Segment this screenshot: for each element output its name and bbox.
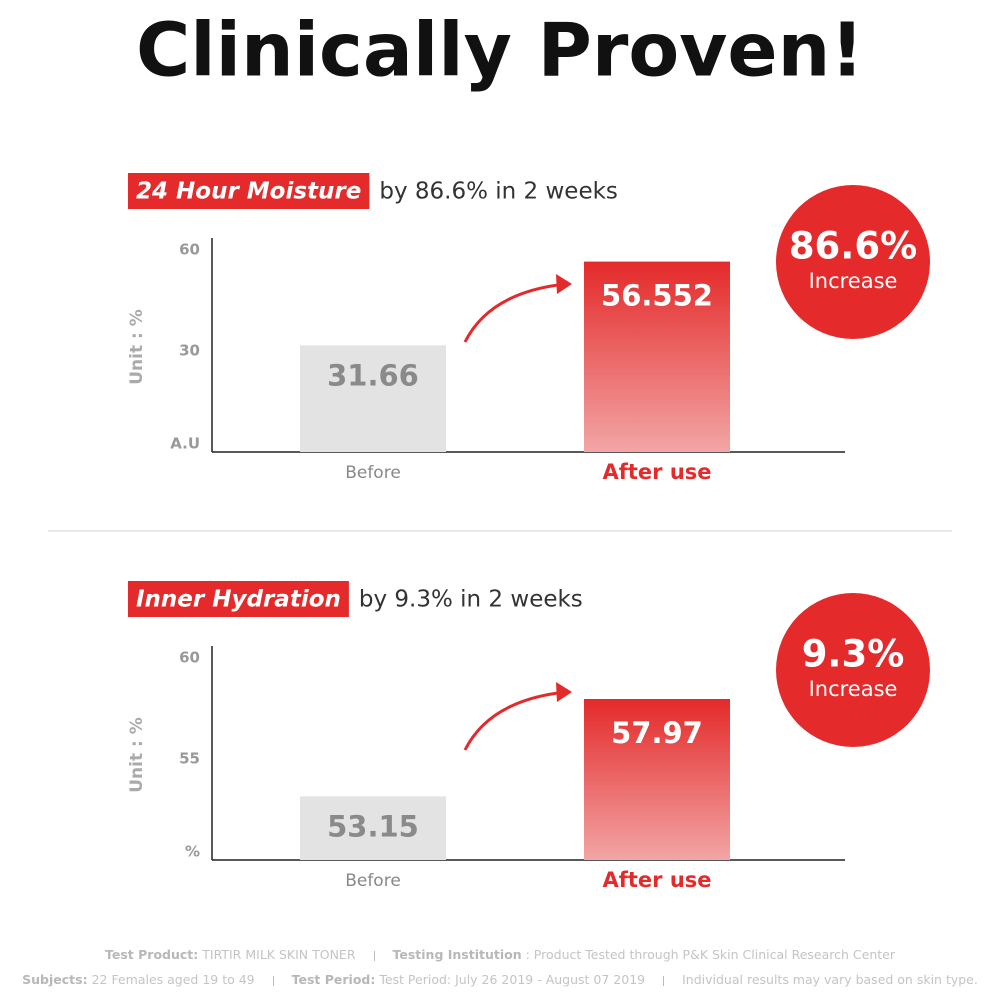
- y-tick-label: 30: [179, 342, 200, 360]
- value-label: 53.15: [327, 809, 419, 843]
- footer-label: Test Period:: [291, 972, 376, 987]
- arrow-head: [556, 682, 572, 702]
- value-label: 31.66: [327, 358, 419, 392]
- arrow: [463, 690, 567, 751]
- x-tick-label: After use: [602, 868, 711, 892]
- footer-line: Subjects: 22 Females aged 19 to 49 Test P…: [0, 967, 1000, 992]
- footer-text: Individual results may vary based on ski…: [682, 972, 978, 987]
- footer-line: Test Product: TIRTIR MILK SKIN TONER Test…: [0, 942, 1000, 967]
- bar: [300, 345, 446, 452]
- badge: [776, 185, 930, 339]
- footer-label: Subjects:: [22, 972, 88, 987]
- footer-item: Testing Institution : Product Tested thr…: [356, 947, 895, 962]
- y-tick-label: 60: [179, 241, 200, 259]
- x-tick-label: After use: [602, 460, 711, 484]
- arrow-head: [556, 274, 572, 294]
- badge-label: Increase: [809, 677, 898, 701]
- footer-item: Test Product: TIRTIR MILK SKIN TONER: [105, 947, 356, 962]
- y-tick-label: A.U: [170, 435, 200, 453]
- subtitle: by 86.6% in 2 weeks: [379, 179, 618, 205]
- highlight-text: 24 Hour Moisture: [136, 179, 361, 205]
- value-label: 56.552: [601, 279, 713, 313]
- x-tick-label: Before: [345, 463, 401, 483]
- footer-label: Test Product:: [105, 947, 199, 962]
- subtitle: by 9.3% in 2 weeks: [359, 587, 583, 613]
- footer-text: 22 Females aged 19 to 49: [91, 972, 255, 987]
- footer-text: TIRTIR MILK SKIN TONER: [202, 947, 356, 962]
- x-tick-label: Before: [345, 871, 401, 891]
- badge-label: Increase: [809, 269, 898, 293]
- y-tick-label: 60: [179, 649, 200, 667]
- highlight-box: [128, 581, 349, 617]
- footer-text: : Product Tested through P&K Skin Clinic…: [525, 947, 895, 962]
- y-tick-label: %: [185, 843, 200, 861]
- footer-item: Individual results may vary based on ski…: [645, 972, 978, 987]
- y-axis-label: Unit : %: [127, 717, 147, 793]
- footer-item: Subjects: 22 Females aged 19 to 49: [22, 972, 254, 987]
- bar: [584, 261, 730, 452]
- badge-value: 86.6%: [789, 225, 917, 268]
- highlight-box: [128, 173, 370, 209]
- bar: [300, 796, 446, 860]
- page-title: Clinically Proven!: [136, 8, 864, 94]
- highlight-text: Inner Hydration: [136, 587, 341, 613]
- footer-label: Testing Institution: [392, 947, 522, 962]
- badge: [776, 593, 930, 747]
- badge-value: 9.3%: [802, 633, 905, 676]
- footer-text: Test Period: July 26 2019 - August 07 20…: [379, 972, 646, 987]
- value-label: 57.97: [611, 716, 703, 750]
- footer: Test Product: TIRTIR MILK SKIN TONER Test…: [0, 942, 1000, 992]
- arrow: [463, 282, 567, 343]
- infographic: Clinically Proven! 24 Hour Moisture by 86…: [48, 8, 952, 892]
- y-axis-label: Unit : %: [127, 309, 147, 385]
- y-tick-label: 55: [179, 750, 200, 768]
- bar: [584, 699, 730, 860]
- footer-item: Test Period: Test Period: July 26 2019 -…: [255, 972, 645, 987]
